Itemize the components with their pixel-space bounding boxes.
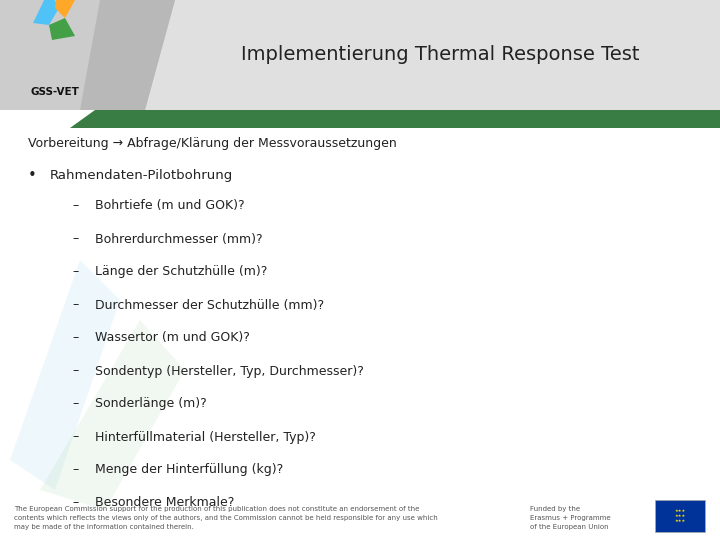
Bar xyxy=(0,0,720,110)
Text: •: • xyxy=(28,168,37,184)
Text: –: – xyxy=(72,266,78,279)
Polygon shape xyxy=(33,0,59,25)
Text: Durchmesser der Schutzhülle (mm)?: Durchmesser der Schutzhülle (mm)? xyxy=(95,299,324,312)
Text: Menge der Hinterfüllung (kg)?: Menge der Hinterfüllung (kg)? xyxy=(95,463,283,476)
Text: Funded by the
Erasmus + Programme
of the European Union: Funded by the Erasmus + Programme of the… xyxy=(530,507,611,530)
Text: Wassertor (m und GOK)?: Wassertor (m und GOK)? xyxy=(95,332,250,345)
Text: Sondentyp (Hersteller, Typ, Durchmesser)?: Sondentyp (Hersteller, Typ, Durchmesser)… xyxy=(95,364,364,377)
Polygon shape xyxy=(49,18,75,40)
Text: Rahmendaten-Pilotbohrung: Rahmendaten-Pilotbohrung xyxy=(50,170,233,183)
Text: Bohrerdurchmesser (mm)?: Bohrerdurchmesser (mm)? xyxy=(95,233,263,246)
Text: Vorbereitung → Abfrage/Klärung der Messvoraussetzungen: Vorbereitung → Abfrage/Klärung der Messv… xyxy=(28,138,397,151)
Text: ★★★
★★★
★★★: ★★★ ★★★ ★★★ xyxy=(675,509,685,523)
Polygon shape xyxy=(10,260,120,490)
Text: –: – xyxy=(72,496,78,510)
Text: –: – xyxy=(72,233,78,246)
Polygon shape xyxy=(70,110,720,128)
Text: –: – xyxy=(72,397,78,410)
Text: –: – xyxy=(72,299,78,312)
Text: –: – xyxy=(72,430,78,443)
Text: Bohrtiefe (m und GOK)?: Bohrtiefe (m und GOK)? xyxy=(95,199,245,213)
Text: Länge der Schutzhülle (m)?: Länge der Schutzhülle (m)? xyxy=(95,266,267,279)
Text: Besondere Merkmale?: Besondere Merkmale? xyxy=(95,496,235,510)
Text: Implementierung Thermal Response Test: Implementierung Thermal Response Test xyxy=(240,45,639,64)
Text: –: – xyxy=(72,463,78,476)
Polygon shape xyxy=(80,0,175,110)
Polygon shape xyxy=(0,0,175,110)
Text: Hinterfüllmaterial (Hersteller, Typ)?: Hinterfüllmaterial (Hersteller, Typ)? xyxy=(95,430,316,443)
Text: GSS-VET: GSS-VET xyxy=(30,87,79,97)
Text: The European Commission support for the production of this publication does not : The European Commission support for the … xyxy=(14,507,438,530)
Text: Sonderlänge (m)?: Sonderlänge (m)? xyxy=(95,397,207,410)
Text: –: – xyxy=(72,199,78,213)
Text: –: – xyxy=(72,364,78,377)
Bar xyxy=(655,500,705,532)
Polygon shape xyxy=(40,320,185,510)
Text: –: – xyxy=(72,332,78,345)
Polygon shape xyxy=(55,0,75,18)
